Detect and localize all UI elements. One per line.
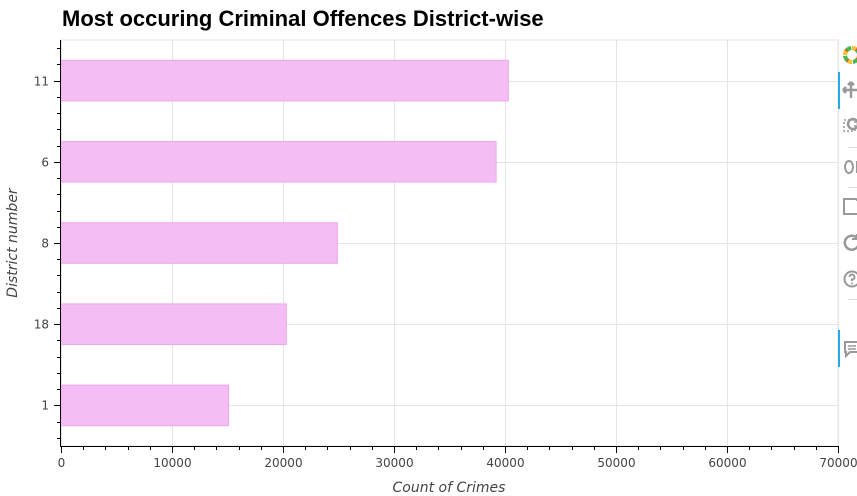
chart-title: Most occuring Criminal Offences District… — [62, 6, 544, 31]
reset-icon[interactable] — [838, 230, 857, 256]
y-tick-label: 18 — [34, 318, 49, 332]
x-tick-label: 30000 — [375, 456, 413, 470]
y-tick-label: 1 — [41, 399, 49, 413]
bar-district-18[interactable] — [60, 303, 287, 345]
x-tick-label: 70000 — [819, 456, 857, 470]
box-zoom-icon[interactable] — [838, 114, 857, 140]
pan-icon[interactable] — [838, 78, 857, 104]
bar-district-6[interactable] — [60, 141, 497, 183]
bar-district-11[interactable] — [60, 59, 509, 102]
hover-icon[interactable] — [838, 336, 857, 362]
wheel-zoom-icon[interactable] — [838, 154, 857, 180]
x-tick-label: 0 — [58, 456, 66, 470]
x-tick-label: 50000 — [597, 456, 635, 470]
x-tick-label: 40000 — [486, 456, 524, 470]
y-tick-label: 8 — [41, 237, 49, 251]
save-icon[interactable] — [838, 194, 857, 220]
bars — [60, 59, 509, 427]
x-tick-label: 10000 — [153, 456, 191, 470]
bar-district-1[interactable] — [60, 384, 230, 427]
x-tick-label: 60000 — [708, 456, 746, 470]
x-tick-label: 20000 — [264, 456, 302, 470]
y-tick-label: 6 — [41, 156, 49, 170]
x-axis-title: Count of Crimes — [393, 480, 506, 496]
toolbar — [838, 40, 857, 380]
axes: 0 10000 20000 30000 40000 50000 60000 70000 11 6 8… — [34, 40, 857, 470]
bar-district-8[interactable] — [60, 222, 338, 264]
help-icon[interactable] — [838, 266, 857, 292]
y-tick-label: 11 — [34, 75, 49, 89]
bokeh-logo-icon[interactable] — [838, 40, 857, 66]
y-axis-title: District number — [5, 187, 21, 298]
